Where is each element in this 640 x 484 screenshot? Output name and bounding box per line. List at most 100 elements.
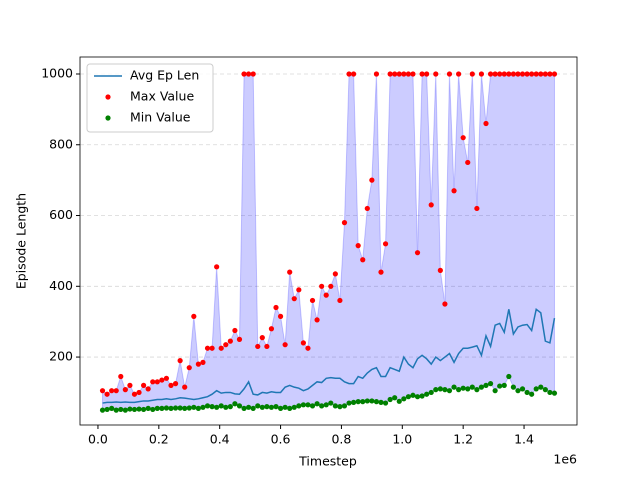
point: [314, 401, 320, 407]
point: [268, 404, 275, 410]
point: [487, 71, 494, 77]
point: [99, 407, 106, 413]
point: [360, 399, 366, 405]
point: [323, 292, 329, 298]
point: [355, 399, 361, 405]
point: [405, 71, 411, 77]
x-tick-label: 0.2: [149, 432, 169, 447]
point: [109, 405, 115, 411]
point: [277, 405, 284, 411]
point: [323, 402, 329, 408]
point: [113, 407, 119, 413]
point: [446, 71, 453, 77]
point: [506, 71, 512, 77]
point: [456, 71, 462, 77]
point: [414, 250, 421, 256]
point: [209, 345, 215, 351]
point: [369, 398, 375, 404]
point: [172, 381, 179, 387]
point: [122, 387, 128, 393]
point: [378, 269, 384, 275]
point: [424, 391, 430, 397]
point: [405, 394, 411, 400]
point: [551, 390, 558, 396]
x-offset-label: 1e6: [553, 452, 577, 467]
point: [465, 159, 471, 166]
point: [524, 71, 530, 77]
point: [250, 405, 256, 411]
point: [387, 396, 393, 403]
point: [401, 71, 407, 77]
point: [287, 269, 293, 275]
point: [177, 358, 183, 364]
point: [332, 271, 338, 277]
point: [309, 297, 316, 304]
point: [492, 388, 498, 394]
point: [282, 342, 288, 348]
point: [236, 336, 243, 342]
point: [218, 345, 224, 351]
point: [355, 243, 361, 249]
point: [414, 394, 421, 400]
point: [437, 267, 443, 273]
point: [551, 71, 558, 77]
point: [373, 399, 380, 405]
point: [351, 71, 357, 77]
point: [191, 313, 197, 319]
point: [214, 404, 220, 410]
point: [501, 382, 507, 388]
point: [401, 396, 407, 402]
point: [433, 71, 439, 77]
y-tick-label: 800: [49, 136, 73, 151]
point: [519, 71, 526, 77]
point: [492, 71, 498, 77]
legend-swatch: [105, 94, 111, 100]
point: [474, 387, 480, 393]
point: [287, 405, 293, 411]
point: [227, 338, 233, 344]
point: [223, 404, 229, 410]
point: [150, 406, 156, 413]
point: [533, 386, 539, 392]
point: [136, 389, 142, 396]
point: [428, 202, 434, 208]
point: [542, 71, 548, 77]
point: [442, 301, 448, 307]
point: [341, 403, 348, 409]
point: [328, 400, 334, 406]
point: [241, 71, 247, 77]
point: [396, 398, 402, 404]
point: [218, 403, 224, 409]
x-axis-label: Timestep: [298, 454, 357, 469]
point: [309, 403, 316, 409]
point: [177, 405, 183, 411]
point: [273, 304, 279, 311]
point: [510, 384, 516, 390]
legend-label: Min Value: [130, 110, 191, 125]
point: [154, 405, 160, 411]
point: [547, 389, 553, 396]
point: [104, 406, 110, 413]
point: [392, 395, 398, 401]
point: [469, 384, 475, 390]
point: [460, 135, 466, 141]
point: [118, 373, 124, 380]
x-tick-label: 1.0: [392, 432, 412, 447]
point: [351, 399, 357, 405]
point: [268, 326, 275, 332]
point: [337, 297, 343, 304]
point: [163, 375, 170, 381]
point: [410, 71, 416, 77]
point: [524, 389, 530, 396]
point: [506, 373, 512, 380]
legend-label: Max Value: [130, 89, 194, 104]
point: [337, 404, 343, 410]
point: [547, 71, 553, 77]
point: [515, 388, 521, 394]
point: [113, 388, 119, 394]
point: [346, 400, 352, 406]
x-tick-label: 0.0: [88, 432, 108, 447]
point: [227, 404, 233, 410]
point: [191, 404, 197, 410]
